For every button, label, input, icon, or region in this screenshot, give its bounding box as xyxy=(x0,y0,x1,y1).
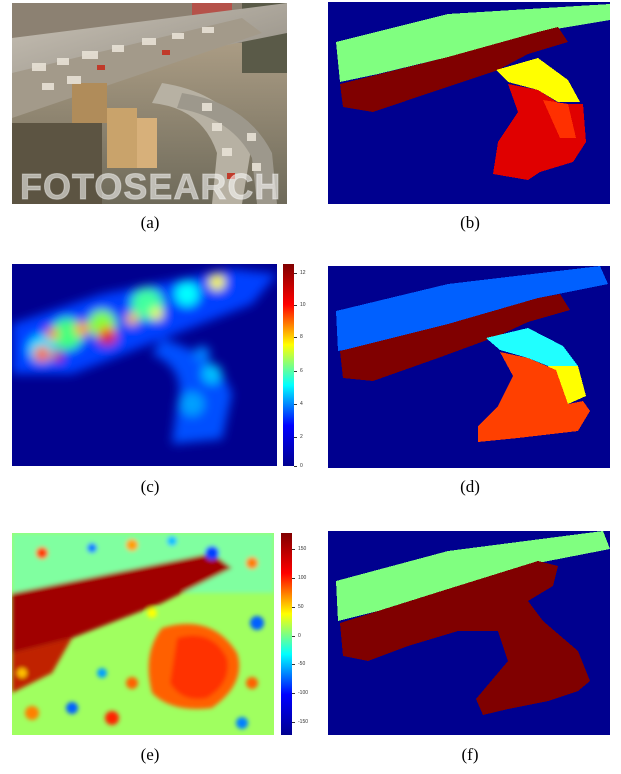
watermark-text: FOTOSEARCH xyxy=(20,166,281,204)
caption-f: (f) xyxy=(461,745,479,764)
colorbar-c-tick: 2 xyxy=(294,434,303,440)
colorbar-e-tick: 100 xyxy=(291,575,307,581)
heatmap-c xyxy=(12,264,277,466)
colorbar-c-tick: 0 xyxy=(294,463,303,469)
segmentation-map-b xyxy=(328,2,610,204)
colorbar-e-tick: -150 xyxy=(291,719,309,725)
colorbar-e xyxy=(281,533,292,735)
colorbar-e-tick: -100 xyxy=(291,690,309,696)
colorbar-e-tick: 0 xyxy=(292,633,301,639)
photo-panel-a: FOTOSEARCH xyxy=(12,3,287,204)
caption-e: (e) xyxy=(140,745,160,764)
colorbar-e-tick: 150 xyxy=(291,546,307,552)
segmentation-panel-d xyxy=(328,266,610,468)
colorbar-e-tick: 50 xyxy=(292,604,304,610)
highway-photo: FOTOSEARCH xyxy=(12,3,287,204)
segmentation-map-f xyxy=(328,531,610,735)
caption-a: (a) xyxy=(140,213,160,232)
colorbar-c-tick: 4 xyxy=(294,401,303,407)
colorbar-c-tick: 12 xyxy=(294,270,306,276)
segmentation-map-d xyxy=(328,266,610,468)
segmentation-panel-b xyxy=(328,2,610,204)
colorbar-e-tick: -50 xyxy=(291,661,306,667)
caption-b: (b) xyxy=(460,213,480,232)
heatmap-panel-c xyxy=(12,264,277,466)
heatmap-e xyxy=(12,533,274,735)
caption-d: (d) xyxy=(460,477,480,496)
colorbar-c-tick: 10 xyxy=(294,302,306,308)
colorbar-c-tick: 8 xyxy=(294,334,303,340)
colorbar-c xyxy=(283,264,294,466)
colorbar-c-tick: 6 xyxy=(294,368,303,374)
segmentation-panel-f xyxy=(328,531,610,735)
caption-c: (c) xyxy=(140,477,160,496)
heatmap-panel-e xyxy=(12,533,274,735)
